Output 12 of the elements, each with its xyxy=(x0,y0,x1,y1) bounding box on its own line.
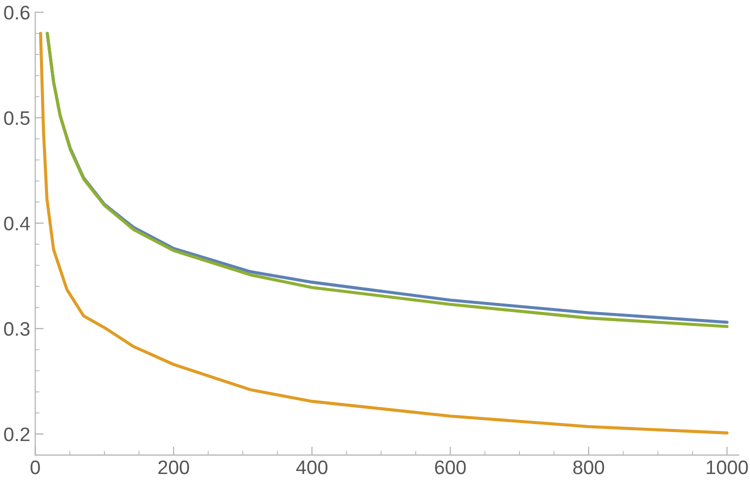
y-tick-label: 0.3 xyxy=(4,322,30,336)
x-tick-label: 0 xyxy=(30,460,40,474)
y-tick-label: 0.6 xyxy=(4,6,30,20)
y-tick-label: 0.4 xyxy=(4,216,30,230)
line-series xyxy=(39,32,729,434)
x-tick-label: 400 xyxy=(296,460,328,474)
x-tick-label: 800 xyxy=(573,460,604,474)
y-tick-label: 0.5 xyxy=(4,111,30,125)
y-tick-label: 0.2 xyxy=(4,427,30,442)
x-tick-label: 600 xyxy=(435,460,466,474)
x-tick-label: 200 xyxy=(158,460,190,474)
x-tick-label: 1000 xyxy=(706,460,748,474)
